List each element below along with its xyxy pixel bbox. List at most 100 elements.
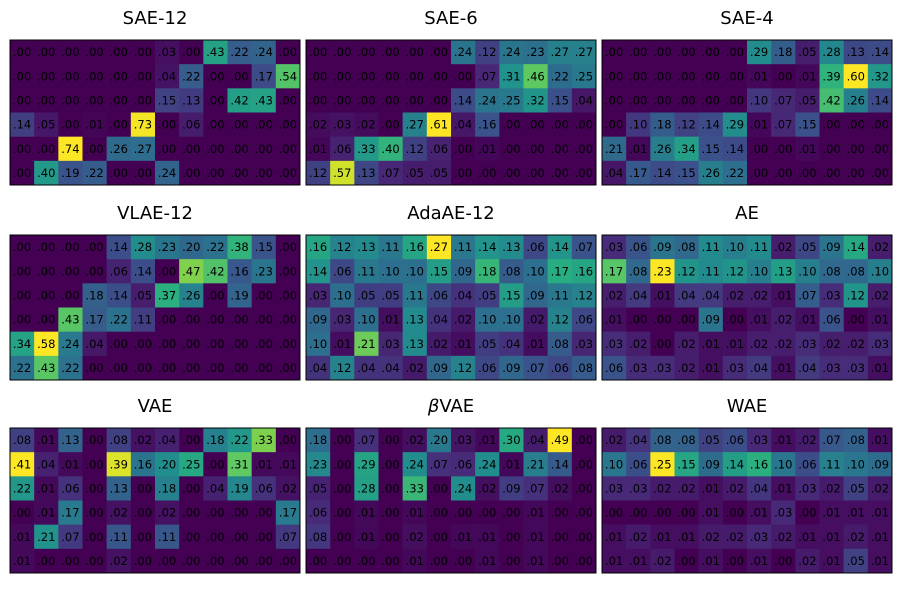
- heatmap-panel: SAE-6 .00 .00 .00 .00 .00 .00 .24 .12 .24 .23 .27 .2…: [305, 8, 597, 186]
- cell-value-label: .09: [702, 313, 720, 327]
- cell-value-label: .00: [677, 506, 695, 520]
- heatmap-cell: [203, 64, 228, 89]
- heatmap-cell: [155, 160, 180, 186]
- cell-value-label: .00: [206, 166, 224, 180]
- cell-value-label: .03: [871, 337, 889, 351]
- heatmap-cell: [203, 283, 228, 308]
- cell-value-label: .00: [774, 554, 792, 568]
- heatmap-cell: [10, 355, 35, 381]
- cell-value-label: .01: [605, 313, 623, 327]
- cell-value-label: .00: [158, 361, 176, 375]
- cell-value-label: .04: [605, 166, 623, 180]
- cell-value-label: .02: [822, 481, 840, 495]
- cell-value-label: .16: [478, 118, 496, 132]
- heatmap-cell: [819, 452, 844, 477]
- cell-value-label: .00: [110, 361, 128, 375]
- cell-value-label: .01: [309, 142, 327, 156]
- heatmap-cell: [402, 160, 428, 186]
- cell-value-label: .00: [255, 313, 273, 327]
- cell-value-label: .04: [526, 433, 544, 447]
- heatmap-cell: [275, 259, 301, 284]
- cell-value-label: .00: [847, 142, 865, 156]
- heatmap-cell: [58, 160, 83, 186]
- heatmap-cell: [867, 160, 893, 186]
- heatmap-cell: [795, 160, 820, 186]
- cell-value-label: .24: [478, 457, 496, 471]
- heatmap-cell: [523, 40, 548, 65]
- heatmap-cell: [819, 355, 844, 381]
- cell-value-label: .11: [551, 288, 569, 302]
- heatmap-cell: [547, 64, 573, 89]
- cell-value-label: .00: [37, 45, 55, 59]
- heatmap-cell: [58, 548, 83, 574]
- cell-value-label: .22: [551, 69, 569, 83]
- cell-value-label: .02: [774, 313, 792, 327]
- cell-value-label: .05: [798, 240, 816, 254]
- cell-value-label: .00: [182, 166, 200, 180]
- heatmap-cell: [698, 160, 724, 186]
- cell-value-label: .38: [230, 240, 248, 254]
- cell-value-label: .00: [255, 142, 273, 156]
- heatmap-cell: [674, 524, 699, 550]
- cell-value-label: .01: [357, 506, 375, 520]
- heatmap-cell: [130, 160, 156, 186]
- cell-value-label: .00: [182, 530, 200, 544]
- heatmap-cell: [747, 524, 772, 550]
- heatmap-cell: [867, 112, 893, 137]
- cell-value-label: .00: [605, 45, 623, 59]
- heatmap-cell: [475, 355, 500, 381]
- heatmap-cell: [626, 476, 651, 501]
- cell-value-label: .00: [37, 313, 55, 327]
- cell-value-label: .00: [502, 554, 520, 568]
- cell-value-label: .11: [702, 264, 720, 278]
- cell-value-label: .08: [13, 433, 31, 447]
- heatmap-cell: [547, 428, 573, 453]
- heatmap-cell: [602, 500, 627, 525]
- heatmap-cell: [179, 259, 204, 284]
- heatmap-cell: [451, 548, 476, 574]
- heatmap-cell: [426, 307, 452, 332]
- cell-value-label: .10: [309, 337, 327, 351]
- cell-value-label: .04: [158, 433, 176, 447]
- cell-value-label: .54: [279, 69, 297, 83]
- cell-value-label: .10: [502, 313, 520, 327]
- heatmap-cell: [626, 452, 651, 477]
- cell-value-label: .02: [847, 530, 865, 544]
- heatmap-cell: [106, 452, 132, 477]
- cell-value-label: .03: [750, 530, 768, 544]
- cell-value-label: .09: [502, 361, 520, 375]
- cell-value-label: .00: [206, 288, 224, 302]
- cell-value-label: .27: [134, 142, 152, 156]
- cell-value-label: .00: [206, 69, 224, 83]
- cell-value-label: .06: [478, 361, 496, 375]
- heatmap-cell: [58, 524, 83, 550]
- cell-value-label: .02: [702, 530, 720, 544]
- heatmap-cell: [275, 524, 301, 550]
- cell-value-label: .00: [551, 166, 569, 180]
- cell-value-label: .42: [206, 264, 224, 278]
- cell-value-label: .00: [430, 45, 448, 59]
- heatmap-cell: [626, 235, 651, 260]
- heatmap-cell: [571, 428, 597, 453]
- panel-title: SAE-6: [424, 8, 477, 29]
- heatmap-cell: [402, 548, 428, 574]
- cell-value-label: .00: [774, 142, 792, 156]
- heatmap-cell: [795, 235, 820, 260]
- cell-value-label: .16: [406, 240, 424, 254]
- cell-value-label: .24: [255, 45, 273, 59]
- cell-value-label: .04: [798, 361, 816, 375]
- heatmap-cell: [771, 40, 796, 65]
- heatmap-cell: [795, 331, 820, 357]
- cell-value-label: .01: [478, 530, 496, 544]
- cell-value-label: .00: [279, 288, 297, 302]
- panel-frame: [601, 234, 893, 381]
- heatmap-cell: [251, 160, 277, 186]
- cell-value-label: .12: [454, 361, 472, 375]
- heatmap-cell: [843, 500, 869, 525]
- heatmap-cell: [227, 452, 252, 477]
- heatmap-cell: [523, 500, 548, 525]
- heatmap-cell: [251, 428, 277, 453]
- heatmap-cell: [354, 64, 379, 89]
- cell-value-label: .00: [381, 530, 399, 544]
- cell-value-label: .05: [37, 118, 55, 132]
